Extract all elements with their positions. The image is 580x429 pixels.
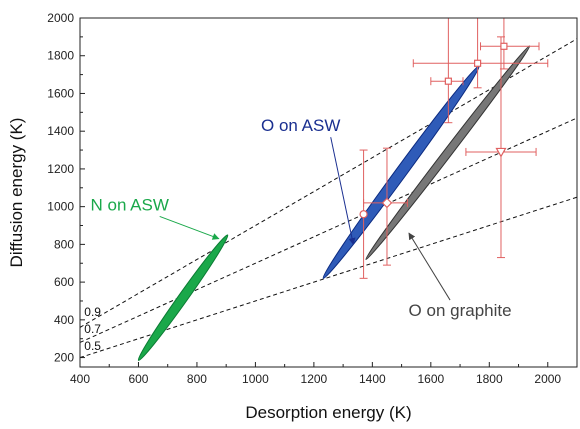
annotation-arrow [408,232,451,301]
y-tick-label: 2000 [47,11,74,25]
data-point [363,147,408,266]
y-tick-label: 200 [54,351,74,365]
y-tick-label: 400 [54,313,74,327]
annotation-arrow [330,137,356,246]
y-axis-label: Diffusion energy (K) [7,118,26,268]
region-ellipse [137,234,229,361]
point-marker [444,77,452,85]
x-tick-label: 800 [187,372,207,386]
experimental-points [359,18,549,279]
point-marker [381,197,393,209]
y-tick-label: 1800 [47,49,74,63]
axes: 400 600 800 1000 1200 1400 1600 1800 2000 200 400 6… [47,11,561,386]
x-tick-label: 1800 [476,372,503,386]
y-tick-label: 600 [54,275,74,289]
y-tick-label: 800 [54,237,74,251]
x-axis-label: Desorption energy (K) [245,403,411,422]
annotation-arrow [159,215,220,240]
y-tick-label: 1000 [47,200,74,214]
y-tick-label: 1600 [47,86,74,100]
ratio-line-label: 0.7 [84,322,101,336]
data-point [359,149,368,279]
ratio-line-label: 0.5 [84,339,101,353]
data-point [465,36,537,259]
annotation-label: O on ASW [261,116,340,135]
x-tick-label: 1400 [359,372,386,386]
y-tick-label: 1400 [47,124,74,138]
x-tick-label: 1600 [417,372,444,386]
data-point [480,18,540,70]
point-marker [359,210,368,219]
data-point [412,18,549,89]
regions [137,45,531,361]
y-tick-label: 1200 [47,162,74,176]
annotation-label: O on graphite [409,301,512,320]
plot-frame [79,17,578,368]
annotations: 0.9 0.7 0.5 N on ASW O on ASW O on graphite [84,116,511,353]
data-point [430,18,464,124]
x-tick-label: 1000 [242,372,269,386]
region-ellipse [322,65,480,279]
point-marker [500,42,508,50]
point-marker [474,59,482,67]
x-tick-label: 1200 [301,372,328,386]
x-tick-label: 400 [70,372,90,386]
ratio-line-label: 0.9 [84,305,101,319]
x-tick-label: 600 [128,372,148,386]
point-marker [495,147,507,158]
region-ellipse [365,45,531,260]
x-tick-label: 2000 [534,372,561,386]
annotation-label: N on ASW [90,195,168,214]
